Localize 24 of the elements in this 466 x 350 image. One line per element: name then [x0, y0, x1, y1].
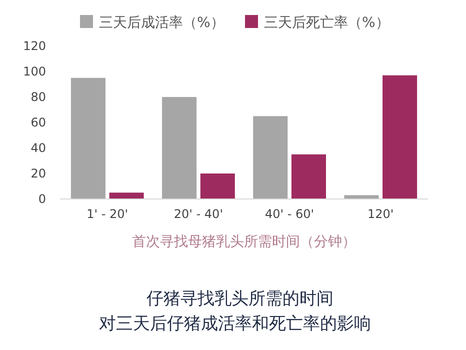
x-tick-label: 20' - 40': [174, 207, 224, 221]
y-tick-label: 0: [38, 192, 46, 206]
bar: [162, 97, 197, 199]
y-tick-label: 60: [30, 116, 46, 130]
x-tick-label: 120': [368, 207, 394, 221]
y-tick-label: 40: [30, 141, 46, 155]
text: 仔猪寻找乳头所需的时间: [146, 289, 334, 309]
legend-label: 三天后死亡率（%）: [264, 15, 390, 31]
legend-label: 三天后成活率（%）: [99, 15, 224, 31]
bar: [291, 154, 326, 199]
bar: [109, 192, 144, 199]
x-tick-label: 1' - 20': [86, 207, 128, 221]
y-tick-label: 120: [23, 39, 46, 53]
bar: [200, 174, 235, 199]
y-tick-label: 20: [30, 166, 46, 180]
y-tick-label: 80: [30, 90, 46, 104]
bar: [253, 116, 288, 199]
bar: [344, 195, 379, 199]
x-tick-label: 40' - 60': [264, 207, 314, 221]
text: 对三天后仔猪成活率和死亡率的影响: [99, 314, 371, 334]
x-axis-title: 首次寻找母猪乳头所需时间（分钟）: [132, 234, 356, 250]
y-tick-label: 100: [23, 64, 46, 78]
bar: [382, 75, 418, 199]
bar: [70, 78, 106, 199]
